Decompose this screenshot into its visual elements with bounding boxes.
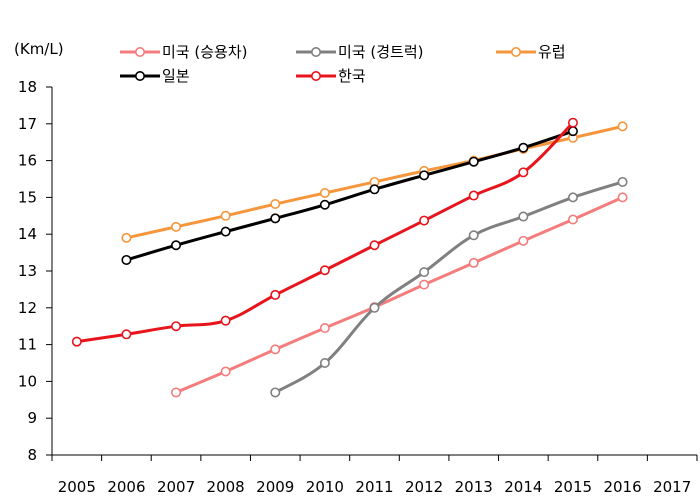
x-tick-label: 2014 <box>504 478 542 496</box>
x-tick-label: 2005 <box>58 478 96 496</box>
x-tick-label: 2016 <box>603 478 641 496</box>
x-tick-label: 2006 <box>107 478 145 496</box>
series-korea <box>71 117 578 347</box>
y-tick-label: 15 <box>18 188 37 206</box>
data-point-us-passenger <box>567 214 578 225</box>
x-tick-label: 2012 <box>405 478 443 496</box>
data-point-us-light-truck <box>468 230 479 241</box>
y-axis-unit-label: (Km/L) <box>14 40 64 58</box>
data-point-europe <box>617 121 628 132</box>
x-tick-label: 2009 <box>256 478 294 496</box>
data-point-korea <box>518 167 529 178</box>
data-point-us-passenger <box>617 192 628 203</box>
data-point-us-light-truck <box>319 357 330 368</box>
data-point-us-light-truck <box>518 211 529 222</box>
legend-item-korea: 한국 <box>296 67 366 85</box>
legend-marker <box>310 71 321 82</box>
data-point-korea <box>171 321 182 332</box>
y-tick-label: 16 <box>18 152 37 170</box>
data-point-us-light-truck <box>617 176 628 187</box>
series-us-light-truck <box>270 176 628 398</box>
x-tick-label: 2015 <box>554 478 592 496</box>
x-tick-label: 2017 <box>653 478 691 496</box>
data-point-japan <box>518 142 529 153</box>
data-point-korea <box>468 190 479 201</box>
legend-item-japan: 일본 <box>120 67 190 85</box>
x-tick-label: 2007 <box>157 478 195 496</box>
legend-item-us-light-truck: 미국 (경트럭) <box>296 43 423 61</box>
legend-item-us-passenger: 미국 (승용차) <box>120 43 247 61</box>
data-point-korea <box>270 289 281 300</box>
data-point-us-passenger <box>419 279 430 290</box>
x-tick-label: 2011 <box>355 478 393 496</box>
data-point-japan <box>419 170 430 181</box>
y-tick-label: 17 <box>18 115 37 133</box>
data-point-europe <box>319 187 330 198</box>
axes: 8 9 10 11 12 13 14 15 16 17 18 2005 2006 2007 2008 2009… <box>18 78 698 496</box>
y-tick-label: 8 <box>27 446 37 464</box>
y-tick-label: 10 <box>18 372 37 390</box>
data-point-us-passenger <box>171 387 182 398</box>
legend-item-europe: 유럽 <box>496 43 566 61</box>
legend-label: 일본 <box>162 67 190 85</box>
legend-marker <box>510 46 521 57</box>
data-point-europe <box>171 221 182 232</box>
data-point-us-light-truck <box>419 267 430 278</box>
y-tick-label: 13 <box>18 262 37 280</box>
data-point-korea <box>567 117 578 128</box>
data-point-japan <box>319 199 330 210</box>
data-point-japan <box>270 213 281 224</box>
data-point-europe <box>220 210 231 221</box>
data-point-korea <box>419 215 430 226</box>
data-point-korea <box>220 315 231 326</box>
series-line-us-passenger <box>174 195 625 394</box>
data-point-japan <box>468 156 479 167</box>
data-point-korea <box>71 336 82 347</box>
data-point-korea <box>121 329 132 340</box>
legend-label: 유럽 <box>538 43 566 61</box>
series-layer <box>71 117 628 398</box>
data-point-us-light-truck <box>270 387 281 398</box>
data-point-korea <box>319 265 330 276</box>
data-point-japan <box>171 240 182 251</box>
y-tick-label: 14 <box>18 225 37 243</box>
data-point-europe <box>270 199 281 210</box>
legend-label: 미국 (승용차) <box>162 43 247 61</box>
data-point-us-light-truck <box>567 192 578 203</box>
data-point-us-passenger <box>468 257 479 268</box>
data-point-us-passenger <box>319 323 330 334</box>
series-line-us-light-truck <box>273 180 625 394</box>
legend-label: 한국 <box>338 67 366 85</box>
x-tick-label: 2008 <box>207 478 245 496</box>
series-japan <box>121 126 578 265</box>
x-tick-label: 2010 <box>306 478 344 496</box>
data-point-us-passenger <box>270 344 281 355</box>
y-tick-label: 12 <box>18 299 37 317</box>
data-point-us-light-truck <box>369 302 380 313</box>
data-point-japan <box>220 226 231 237</box>
legend-marker <box>135 46 146 57</box>
y-tick-label: 18 <box>18 78 37 96</box>
data-point-japan <box>567 126 578 137</box>
data-point-us-passenger <box>220 366 231 377</box>
legend-marker <box>135 71 146 82</box>
y-tick-label: 9 <box>27 409 37 427</box>
data-point-korea <box>369 240 380 251</box>
data-point-europe <box>121 232 132 243</box>
data-point-japan <box>121 254 132 265</box>
y-tick-label: 11 <box>18 336 37 354</box>
series-us-passenger <box>171 192 628 398</box>
series-line-japan <box>124 129 575 262</box>
legend-label: 미국 (경트럭) <box>338 43 423 61</box>
legend-marker <box>310 46 321 57</box>
data-point-us-passenger <box>518 235 529 246</box>
x-tick-label: 2013 <box>455 478 493 496</box>
data-point-japan <box>369 184 380 195</box>
